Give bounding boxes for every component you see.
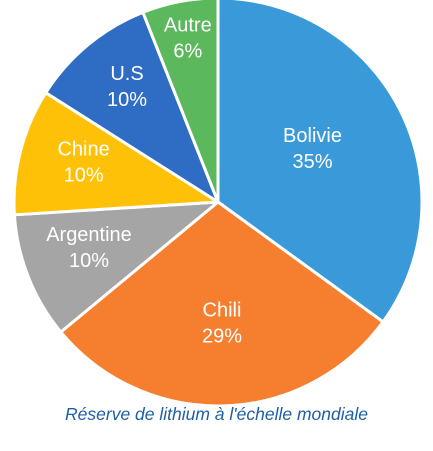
chart-title: Réserve de lithium à l'échelle mondiale — [65, 404, 368, 424]
slice-label-argentine: Argentine — [46, 224, 132, 246]
pie-slice-u-s — [44, 10, 220, 204]
pie-slice-argentine — [12, 200, 220, 334]
slice-value-chili: 29% — [202, 325, 242, 347]
pie-slice-bolivie — [216, 0, 424, 324]
pie-slice-chili — [59, 200, 385, 408]
slice-label-chine: Chine — [57, 139, 109, 161]
slice-value-chine: 10% — [64, 165, 104, 187]
slice-label-u-s: U.S — [110, 63, 143, 85]
slice-value-bolivie: 35% — [292, 151, 332, 173]
slice-label-chili: Chili — [203, 299, 242, 321]
slice-value-argentine: 10% — [69, 250, 109, 272]
slice-value-autre: 6% — [173, 41, 202, 63]
pie-slice-chine — [12, 91, 220, 217]
slice-label-bolivie: Bolivie — [283, 125, 342, 147]
slice-value-u-s: 10% — [107, 89, 147, 111]
slice-label-autre: Autre — [164, 15, 212, 37]
pie-slice-autre — [141, 0, 220, 204]
